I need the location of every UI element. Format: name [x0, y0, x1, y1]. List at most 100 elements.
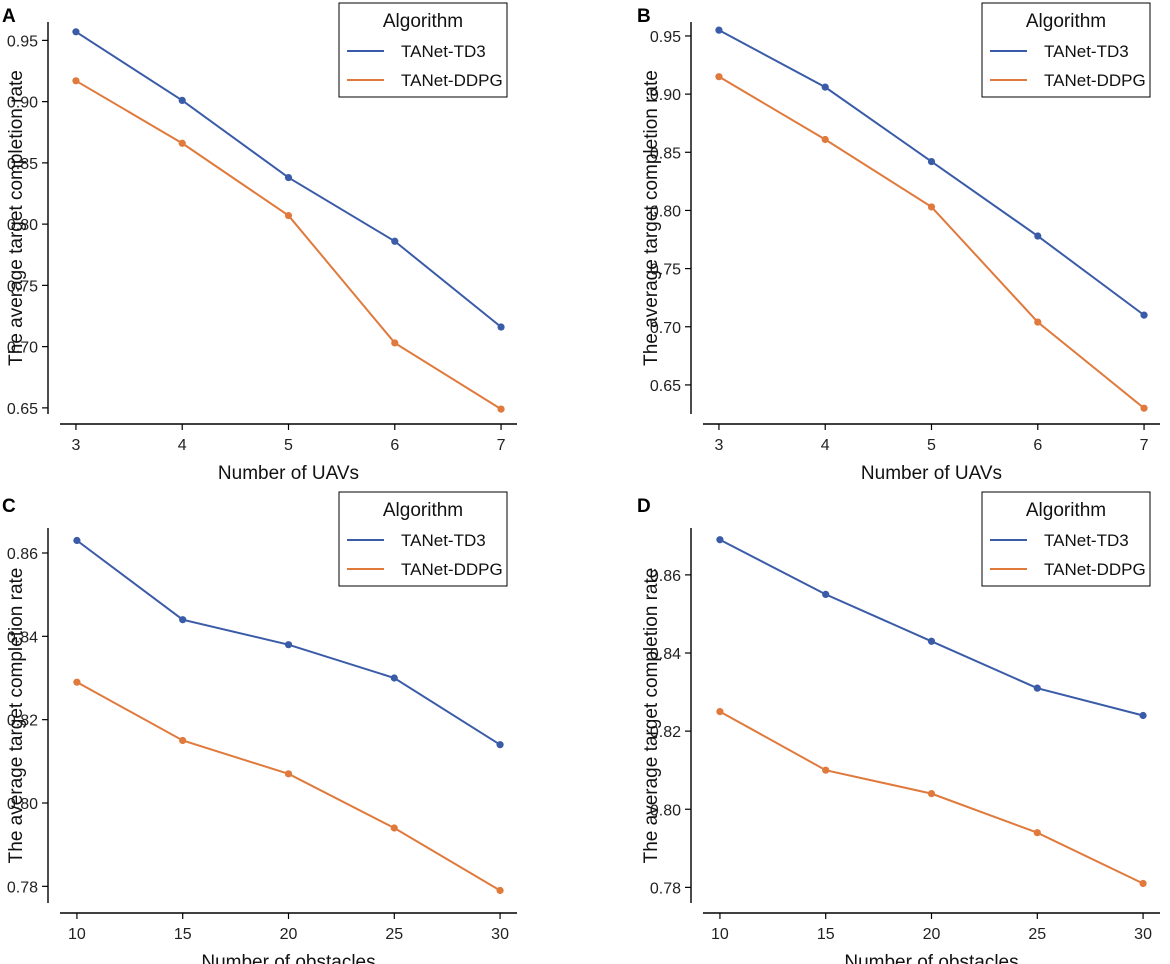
data-point-tanet-td3	[927, 157, 936, 166]
x-tick-label: 30	[491, 926, 509, 943]
panel-letter: A	[2, 6, 16, 27]
y-tick-label: 0.75	[7, 278, 38, 295]
legend-title: Algorithm	[1026, 11, 1106, 32]
x-tick-label: 5	[284, 437, 293, 454]
panel-letter: D	[637, 496, 651, 517]
y-tick-label: 0.78	[7, 879, 38, 896]
x-tick-label: 15	[817, 926, 835, 943]
data-point-tanet-ddpg	[72, 77, 80, 85]
legend: Algorithm TANet-TD3 TANet-DDPG	[981, 2, 1151, 98]
x-tick-label: 30	[1134, 926, 1152, 943]
y-tick-label: 0.84	[650, 646, 681, 663]
legend-title: Algorithm	[383, 500, 463, 521]
legend-title: Algorithm	[1026, 500, 1106, 521]
legend: Algorithm TANet-TD3 TANet-DDPG	[338, 491, 508, 587]
x-tick-label: 7	[1140, 437, 1149, 454]
data-point-tanet-td3	[927, 637, 936, 645]
y-tick-label: 0.80	[7, 217, 38, 234]
legend-title: Algorithm	[383, 11, 463, 32]
legend: Algorithm TANet-TD3 TANet-DDPG	[981, 491, 1151, 587]
data-point-tanet-td3	[284, 173, 293, 182]
x-tick-label: 3	[71, 437, 80, 454]
legend-label: TANet-DDPG	[401, 71, 503, 90]
data-point-tanet-ddpg	[927, 790, 936, 798]
data-point-tanet-td3	[1139, 711, 1147, 720]
data-point-tanet-td3	[178, 96, 186, 104]
legend-label: TANet-TD3	[401, 42, 486, 61]
data-point-tanet-ddpg	[1033, 829, 1041, 837]
y-tick-label: 0.82	[650, 724, 681, 741]
y-tick-label: 0.80	[650, 802, 681, 819]
y-tick-label: 0.65	[7, 401, 38, 418]
x-tick-label: 4	[821, 437, 830, 454]
panel-letter: B	[637, 6, 651, 27]
y-tick-label: 0.90	[650, 87, 681, 104]
data-point-tanet-td3	[390, 674, 398, 682]
y-tick-label: 0.75	[650, 262, 681, 279]
data-point-tanet-ddpg	[1034, 318, 1042, 326]
x-axis-label: Number of obstacles	[844, 952, 1018, 964]
x-tick-label: 25	[385, 926, 403, 943]
y-axis-label: The average target completion rate	[6, 568, 27, 864]
y-tick-label: 0.82	[7, 713, 38, 730]
data-point-tanet-ddpg	[179, 736, 187, 745]
y-tick-label: 0.70	[650, 320, 681, 337]
x-axis-label: Number of UAVs	[861, 463, 1002, 484]
chart-panel-a: A 0.65 0.70 0.75 0.80 0.85 0.90 0.95 3 4 5 6 7 Number…	[2, 2, 517, 484]
y-tick-label: 0.95	[650, 29, 681, 46]
x-tick-label: 6	[390, 437, 399, 454]
panel-letter: C	[2, 496, 16, 517]
y-tick-label: 0.70	[7, 340, 38, 357]
legend-label: TANet-TD3	[1044, 42, 1129, 61]
x-axis-label: Number of obstacles	[201, 952, 375, 964]
y-axis-label: The average target completion rate	[6, 70, 27, 366]
data-point-tanet-ddpg	[284, 211, 293, 220]
data-point-tanet-ddpg	[391, 339, 399, 347]
y-tick-label: 0.78	[650, 880, 681, 897]
y-tick-label: 0.84	[7, 629, 38, 646]
x-tick-label: 5	[927, 437, 936, 454]
series-line-tanet-ddpg	[75, 79, 502, 410]
data-point-tanet-td3	[179, 616, 187, 624]
chart-panel-b: B 0.65 0.70 0.75 0.80 0.85 0.90 0.95 3 4 5 6 7 Number…	[637, 2, 1160, 484]
data-point-tanet-ddpg	[178, 139, 186, 147]
y-tick-label: 0.95	[7, 33, 38, 50]
data-point-tanet-td3	[497, 323, 505, 331]
data-point-tanet-ddpg	[1139, 879, 1147, 888]
data-point-tanet-ddpg	[284, 770, 293, 778]
data-point-tanet-td3	[1033, 684, 1041, 692]
data-point-tanet-td3	[1034, 232, 1042, 240]
data-point-tanet-ddpg	[927, 203, 936, 211]
x-tick-label: 20	[923, 926, 941, 943]
data-point-tanet-td3	[73, 536, 81, 545]
data-point-tanet-td3	[716, 536, 724, 544]
y-tick-label: 0.85	[650, 145, 681, 162]
data-point-tanet-ddpg	[821, 135, 829, 144]
y-tick-label: 0.90	[7, 95, 38, 112]
y-tick-label: 0.65	[650, 378, 681, 395]
legend-label: TANet-TD3	[401, 531, 486, 550]
y-tick-label: 0.86	[7, 546, 38, 563]
chart-panel-d: D 0.78 0.80 0.82 0.84 0.86 10 15 20 25 30 Number of…	[637, 491, 1160, 964]
data-point-tanet-td3	[715, 26, 723, 34]
x-tick-label: 4	[178, 437, 187, 454]
data-point-tanet-ddpg	[715, 73, 723, 81]
x-axis-label: Number of UAVs	[218, 463, 359, 484]
y-tick-label: 0.86	[650, 568, 681, 585]
x-tick-label: 7	[497, 437, 506, 454]
y-tick-label: 0.85	[7, 156, 38, 173]
chart-panel-c: C 0.78 0.80 0.82 0.84 0.86 10 15 20 25 30 Number of…	[2, 491, 517, 964]
data-point-tanet-td3	[72, 28, 80, 36]
x-tick-label: 10	[68, 926, 86, 943]
y-tick-label: 0.80	[650, 203, 681, 220]
data-point-tanet-td3	[391, 237, 399, 245]
data-point-tanet-ddpg	[497, 405, 505, 413]
x-tick-label: 20	[280, 926, 298, 943]
x-tick-label: 3	[714, 437, 723, 454]
data-point-tanet-ddpg	[1140, 404, 1148, 412]
legend-label: TANet-TD3	[1044, 531, 1129, 550]
x-tick-label: 6	[1033, 437, 1042, 454]
legend: Algorithm TANet-TD3 TANet-DDPG	[338, 2, 508, 98]
series-line-tanet-ddpg	[718, 75, 1145, 409]
data-point-tanet-ddpg	[390, 824, 398, 832]
